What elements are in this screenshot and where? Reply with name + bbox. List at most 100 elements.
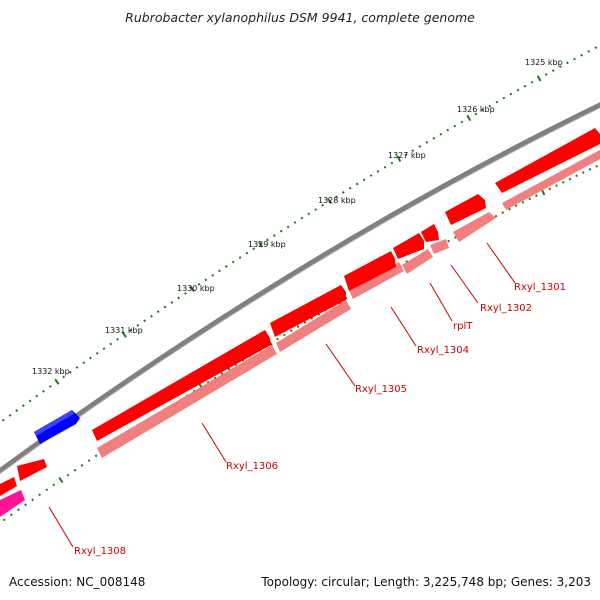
map-title: Rubrobacter xylanophilus DSM 9941, compl… — [125, 10, 475, 25]
scale-tick — [561, 180, 565, 184]
scale-tick — [314, 208, 318, 211]
scale-tick — [24, 503, 27, 507]
scale-tick — [35, 394, 39, 398]
scale-tick — [150, 314, 153, 318]
gene-rxyl_1306[interactable] — [270, 285, 346, 337]
scale-tick — [341, 191, 345, 194]
scale-tick — [136, 324, 140, 327]
scale-tick — [536, 75, 542, 82]
scale-tick — [555, 184, 558, 187]
scale-tick — [184, 292, 187, 295]
kbp-ticks — [1, 46, 598, 422]
scale-tick — [282, 333, 286, 337]
scale-tick — [9, 513, 13, 517]
scale-tick — [21, 404, 25, 408]
scale-tick — [521, 200, 525, 204]
rna-feature[interactable] — [0, 490, 25, 517]
genome-summary: Topology: circular; Length: 3,225,748 bp… — [261, 575, 591, 589]
scale-tick — [82, 361, 86, 365]
gene-shadow-rxyl_1306 — [276, 300, 351, 352]
scale-tick — [321, 203, 324, 207]
shadow-track — [97, 150, 600, 458]
gene-label: rplT — [453, 321, 473, 332]
scale-tick — [121, 331, 127, 338]
genome-backbone — [0, 102, 600, 474]
scale-tick — [418, 145, 422, 148]
scale-tick — [474, 112, 478, 116]
scale-tick — [551, 69, 555, 72]
scale-tick — [523, 84, 527, 88]
gene-rxyl_1302[interactable] — [445, 194, 486, 225]
scale-tick — [231, 260, 235, 264]
gene-label: Rxyl_1306 — [226, 461, 278, 472]
scale-tick — [296, 325, 300, 329]
scale-tick — [588, 168, 592, 171]
gene-shadow-rxyl_1304 — [402, 249, 433, 274]
scale-tick — [143, 319, 147, 323]
scale-tick — [544, 73, 548, 76]
gene-rxyl_1301[interactable] — [495, 128, 600, 193]
scale-tick — [252, 247, 256, 251]
scale-tick — [566, 61, 569, 65]
scale-tick — [170, 301, 174, 304]
scale-tick — [197, 282, 201, 286]
scale-tick — [580, 53, 583, 57]
scale-tick — [530, 80, 534, 84]
scale-tick — [89, 356, 92, 360]
scale-tick — [293, 221, 297, 224]
kbp-label: 1332 kbp — [32, 367, 70, 376]
gene-rxyl_1306b[interactable] — [92, 330, 271, 441]
gene-reverse-strand[interactable] — [34, 410, 80, 444]
gene-rplt[interactable] — [421, 224, 439, 242]
scale-tick — [218, 269, 221, 273]
scale-tick — [2, 518, 6, 522]
scale-tick — [54, 378, 60, 385]
gene-shadow-rxyl_1301 — [502, 150, 600, 210]
scale-tick — [289, 329, 293, 333]
scale-tick — [411, 149, 415, 153]
scale-tick — [156, 310, 160, 314]
scale-tick — [38, 493, 42, 497]
gene-rxyl_1308[interactable] — [0, 477, 17, 496]
scale-tick — [95, 351, 99, 355]
scale-tick — [573, 57, 576, 61]
scale-tick — [453, 124, 457, 128]
gene-rxyl_1308a[interactable] — [17, 459, 47, 481]
scale-tick — [307, 212, 311, 216]
scale-tick — [509, 92, 513, 96]
scale-tick — [425, 141, 429, 144]
scale-tick — [501, 211, 505, 214]
scale-tick — [390, 161, 394, 165]
gene-label: Rxyl_1304 — [417, 345, 469, 356]
gene-labels: Rxyl_1301 Rxyl_1302 rplT Rxyl_1304 Rxyl_… — [74, 282, 566, 557]
scale-tick — [220, 372, 224, 375]
scale-tick — [376, 169, 380, 173]
scale-tick — [528, 197, 531, 201]
kbp-label: 1327 kbp — [388, 151, 426, 160]
scale-tick — [102, 347, 106, 351]
scale-tick — [447, 239, 450, 243]
scale-tick — [488, 104, 492, 108]
gene-label: Rxyl_1302 — [480, 303, 532, 314]
kbp-labels: 1325 kbp 1326 kbp 1327 kbp 1328 kbp 1329… — [32, 58, 563, 376]
kbp-label: 1325 kbp — [525, 58, 563, 67]
scale-tick — [28, 399, 32, 403]
gene-rxyl_1305[interactable] — [344, 251, 396, 291]
scale-tick — [42, 389, 45, 393]
scale-tick — [73, 468, 77, 472]
scale-tick — [266, 238, 269, 242]
scale-tick — [94, 454, 98, 458]
label-leaders — [48, 242, 516, 548]
scale-tick — [52, 483, 56, 487]
scale-tick — [383, 165, 387, 169]
scale-tick — [548, 187, 552, 191]
scale-tick — [595, 164, 598, 168]
scale-tick — [335, 195, 338, 199]
scale-tick — [535, 194, 538, 197]
scale-tick — [227, 367, 231, 371]
scale-tick — [514, 204, 518, 208]
gene-shadow-rxyl_1305 — [349, 262, 404, 299]
scale-tick — [348, 186, 352, 190]
scale-tick — [396, 155, 402, 162]
gene-rxyl_1304[interactable] — [393, 233, 424, 259]
